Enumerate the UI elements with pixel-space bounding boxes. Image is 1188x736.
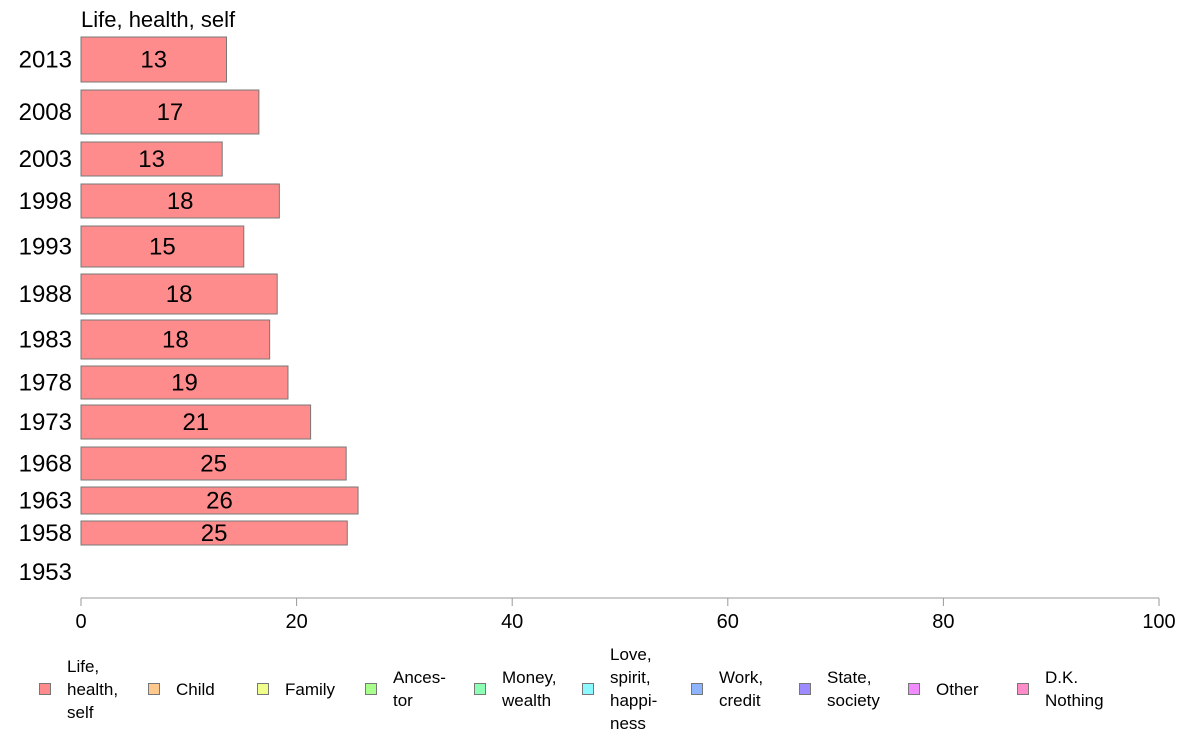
legend-swatch: [365, 683, 377, 695]
legend-item: Other: [908, 646, 979, 732]
bar-1978: [80, 365, 289, 400]
legend-item: D.K. Nothing: [1017, 646, 1104, 732]
legend-item: Love, spirit, happi- ness: [582, 645, 658, 733]
bar-1973: [80, 404, 312, 440]
legend-item: Work, credit: [691, 646, 763, 732]
legend-swatch: [257, 683, 269, 695]
bar-value-label-1973: 21: [182, 409, 209, 436]
year-labels: 2013 2008 2003 1998 1993 1988 1983 1978 1973 1968…: [19, 47, 72, 587]
legend-swatch: [474, 683, 486, 695]
bar-1983: [80, 319, 271, 360]
legend-swatch: [39, 683, 51, 695]
year-label-1993: 1993: [19, 234, 72, 261]
year-label-1953: 1953: [19, 559, 72, 586]
legend-item: Ances- tor: [365, 646, 446, 732]
legend-label: Ances- tor: [393, 668, 446, 710]
bars: [80, 36, 359, 546]
year-label-1968: 1968: [19, 451, 72, 478]
bar-value-label-1963: 26: [206, 488, 233, 515]
chart-title: Life, health, self: [81, 7, 236, 32]
bar-1993: [80, 225, 245, 268]
bar-value-label-1993: 15: [149, 234, 176, 261]
legend-item: State, society: [799, 646, 880, 732]
bar-2008: [80, 89, 260, 135]
bar-value-label-2008: 17: [157, 99, 184, 126]
legend-label: D.K. Nothing: [1045, 668, 1104, 710]
legend-label: Money, wealth: [502, 668, 557, 710]
legend-swatch: [148, 683, 160, 695]
legend-swatch: [691, 683, 703, 695]
x-tick-label-80: 80: [932, 611, 954, 633]
legend-label: State, society: [827, 668, 880, 710]
legend-item: Life, health, self: [39, 646, 118, 732]
bar-1958: [80, 520, 348, 546]
legend-item: Money, wealth: [474, 646, 557, 732]
year-label-1983: 1983: [19, 327, 72, 354]
x-tick-label-100: 100: [1142, 611, 1175, 633]
year-label-1998: 1998: [19, 188, 72, 215]
bar-value-label-1978: 19: [171, 370, 198, 397]
year-label-2013: 2013: [19, 47, 72, 74]
legend-swatch: [582, 683, 594, 695]
x-tick-label-60: 60: [717, 611, 739, 633]
legend-label: Love, spirit, happi- ness: [610, 645, 658, 733]
legend-swatch: [1017, 683, 1029, 695]
bar-2013: [80, 36, 228, 83]
legend: Life, health, self Child Family Ances- tor M…: [0, 645, 1188, 733]
bar-value-label-2003: 13: [138, 146, 165, 173]
bar-1968: [80, 446, 347, 481]
legend-item: Child: [148, 646, 215, 732]
bar-value-label-1998: 18: [167, 188, 194, 215]
legend-item: Family: [257, 646, 335, 732]
bar-value-label-2013: 13: [140, 47, 167, 74]
legend-label: Child: [176, 679, 215, 699]
year-label-2003: 2003: [19, 146, 72, 173]
year-label-1963: 1963: [19, 488, 72, 515]
x-axis-ticks: 0 20 40 60 80 100: [75, 598, 1176, 633]
year-label-1988: 1988: [19, 281, 72, 308]
bar-value-label-1983: 18: [162, 327, 189, 354]
bar-value-label-1958: 25: [201, 520, 228, 547]
legend-label: Other: [936, 679, 979, 699]
x-tick-label-0: 0: [75, 611, 86, 633]
legend-swatch: [908, 683, 920, 695]
bar-value-label-1988: 18: [166, 281, 193, 308]
year-label-2008: 2008: [19, 99, 72, 126]
year-label-1958: 1958: [19, 520, 72, 547]
bar-2003: [80, 141, 223, 177]
year-label-1973: 1973: [19, 409, 72, 436]
bar-chart: Life, health, self 201320082003199819931…: [19, 7, 1176, 633]
bar-1988: [80, 273, 278, 315]
x-tick-label-40: 40: [501, 611, 523, 633]
legend-label: Family: [285, 679, 336, 699]
legend-label: Life, health, self: [67, 656, 119, 722]
x-tick-label-20: 20: [285, 611, 307, 633]
legend-swatch: [799, 683, 811, 695]
legend-label: Work, credit: [719, 668, 764, 710]
year-label-1978: 1978: [19, 370, 72, 397]
bar-1998: [80, 183, 280, 219]
bar-value-label-1968: 25: [200, 451, 227, 478]
bar-1963: [80, 486, 359, 515]
